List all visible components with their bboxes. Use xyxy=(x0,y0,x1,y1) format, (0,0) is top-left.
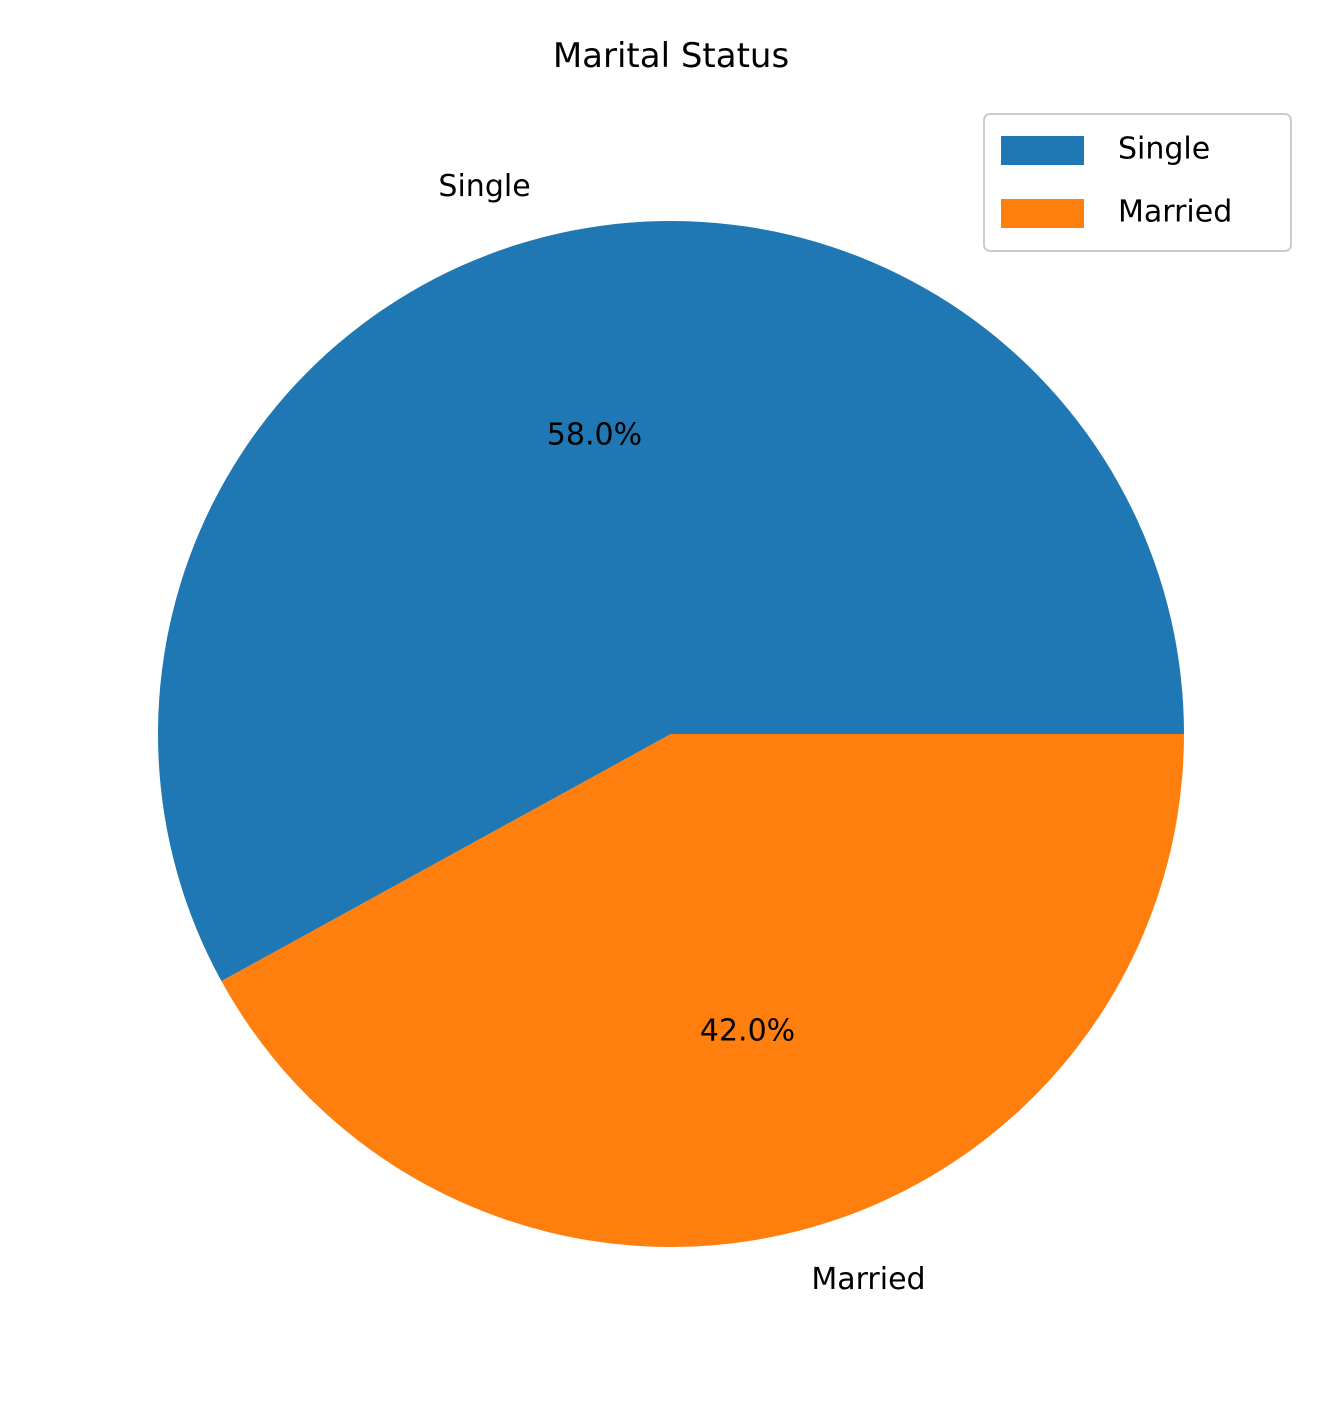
legend-swatch-single xyxy=(1001,136,1084,165)
legend-swatch-married xyxy=(1001,199,1084,228)
pie-slice-married xyxy=(221,734,1185,1248)
pie-slices xyxy=(157,221,1185,1248)
pie-percent-single: 58.0% xyxy=(547,417,642,452)
pie-percent-married: 42.0% xyxy=(700,1014,795,1049)
pie-percent-labels: 58.0% 42.0% xyxy=(547,417,795,1048)
legend-label-single: Single xyxy=(1118,132,1210,167)
chart-title: Marital Status xyxy=(553,36,789,76)
pie-category-labels: Single Married xyxy=(438,169,925,1297)
pie-label-married: Married xyxy=(811,1262,925,1297)
legend: Single Married xyxy=(983,113,1292,252)
legend-label-married: Married xyxy=(1118,195,1232,230)
pie-slice-single xyxy=(157,221,1184,982)
pie-label-single: Single xyxy=(438,169,530,204)
